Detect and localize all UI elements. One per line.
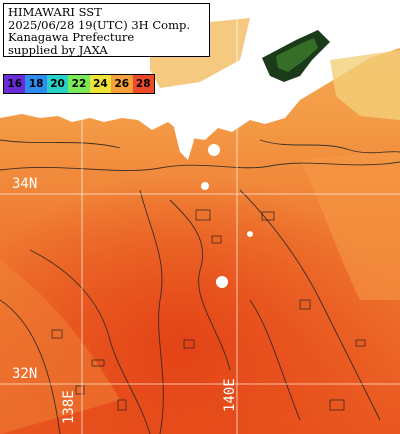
info-box: HIMAWARI SST 2025/06/28 19(UTC) 3H Comp.…: [3, 3, 210, 57]
temperature-legend: 16 18 20 22 24 26 28: [3, 74, 155, 94]
lat-label-32n: 32N: [12, 366, 38, 382]
cool-patch-ne: [330, 50, 400, 120]
cool-band-west: [0, 260, 120, 434]
island-niijima: [216, 276, 228, 288]
region-line: Kanagawa Prefecture: [8, 30, 135, 44]
cool-band-east: [300, 150, 400, 300]
legend-cell: 20: [46, 75, 69, 93]
legend-cell: 16: [4, 75, 26, 93]
lon-label-140e: 140E: [222, 378, 238, 412]
lat-label-34n: 34N: [12, 176, 38, 192]
island-miyake: [247, 231, 253, 237]
supplier-line: supplied by JAXA: [8, 42, 108, 57]
lon-label-138e: 138E: [61, 390, 77, 424]
legend-cell: 26: [111, 75, 133, 93]
legend-cell: 28: [132, 75, 154, 93]
legend-cell: 24: [89, 75, 112, 93]
land-boso-green: [276, 38, 318, 72]
legend-cell: 18: [25, 75, 47, 93]
isotherm-contours: [0, 139, 400, 434]
title-line: HIMAWARI SST: [8, 5, 102, 19]
island-toshima: [201, 182, 209, 190]
land-izu: [172, 118, 194, 160]
island-oshima: [208, 144, 220, 156]
contour-speckles: [51, 209, 366, 411]
legend-cell: 22: [68, 75, 90, 93]
timestamp-line: 2025/06/28 19(UTC) 3H Comp.: [8, 17, 191, 32]
